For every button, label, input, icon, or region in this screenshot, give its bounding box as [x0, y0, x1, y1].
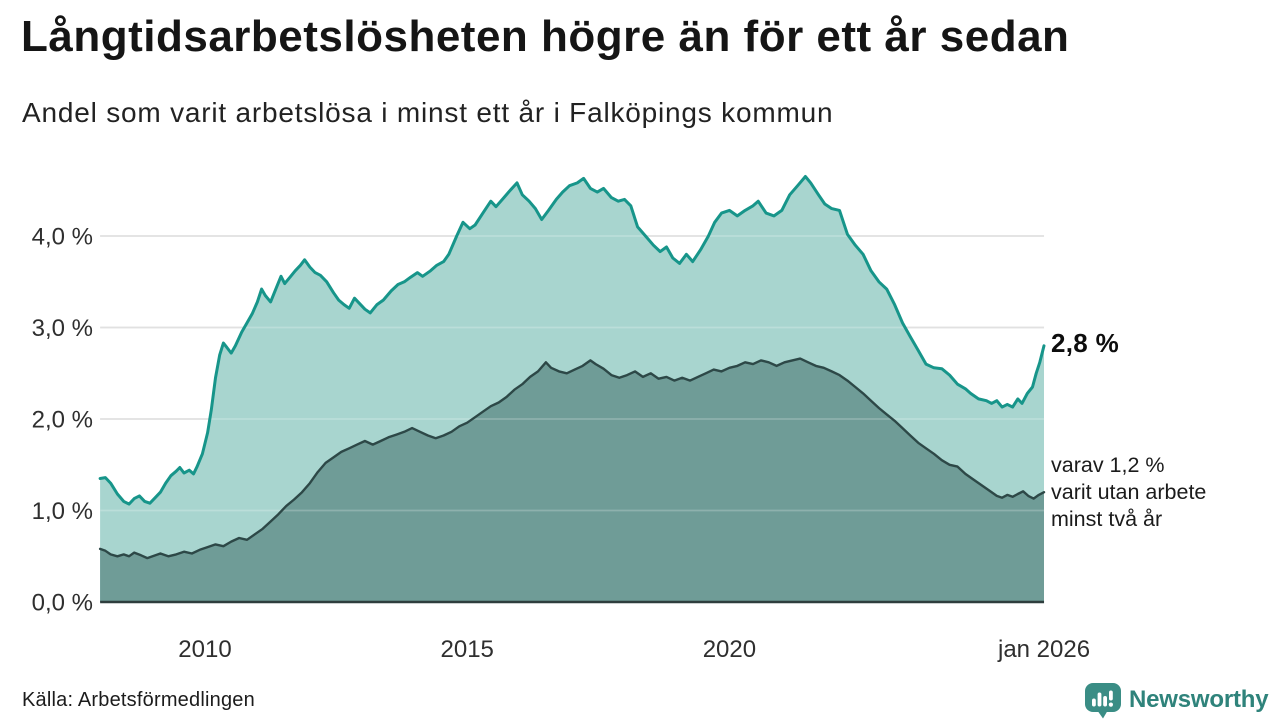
two-year-note: varav 1,2 % varit utan arbete minst två … [1051, 453, 1207, 531]
page-title: Långtidsarbetslösheten högre än för ett … [21, 12, 1070, 61]
newsworthy-wordmark: Newsworthy [1129, 686, 1269, 713]
newsworthy-logo: Newsworthy [1084, 681, 1269, 719]
y-tick-label: 4,0 % [32, 224, 93, 251]
x-tick-label: jan 2026 [997, 636, 1090, 663]
y-tick-label: 1,0 % [32, 498, 93, 525]
x-tick-label: 2015 [441, 636, 494, 663]
y-tick-label: 3,0 % [32, 315, 93, 342]
latest-value-label: 2,8 % [1051, 328, 1119, 358]
source-text: Källa: Arbetsförmedlingen [22, 689, 255, 711]
series-min-two-years-line [98, 357, 1046, 560]
newsworthy-bubble-chart-icon [1085, 682, 1121, 718]
y-tick-label: 0,0 % [32, 590, 93, 617]
page-subtitle: Andel som varit arbetslösa i minst ett å… [22, 97, 834, 128]
y-tick-label: 2,0 % [32, 407, 93, 434]
series-min-one-year-line [98, 175, 1046, 506]
x-tick-label: 2020 [703, 636, 756, 663]
x-tick-label: 2010 [178, 636, 231, 663]
series-min-two-years-area [100, 358, 1045, 602]
